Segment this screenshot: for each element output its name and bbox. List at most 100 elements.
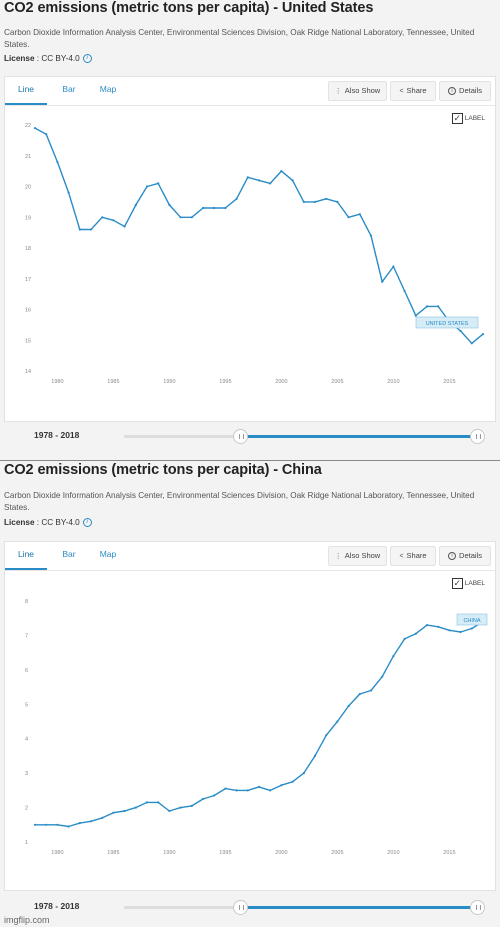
data-point	[459, 630, 462, 634]
chart-panel-united-states: CO2 emissions (metric tons per capita) -…	[0, 0, 500, 460]
range-handle-end[interactable]	[470, 429, 485, 444]
data-point	[101, 216, 104, 219]
y-tick-label: 14	[25, 369, 31, 375]
label-toggle[interactable]: ✓ LABEL	[451, 113, 485, 124]
license-value: : CC BY-4.0	[34, 518, 80, 527]
data-point	[89, 228, 93, 231]
info-icon[interactable]: i	[82, 54, 92, 64]
range-slider-fill	[239, 906, 476, 909]
data-point	[291, 780, 294, 783]
data-point	[112, 811, 115, 814]
data-point	[425, 624, 429, 627]
also-show-label: Also Show	[344, 86, 381, 95]
data-point	[235, 197, 238, 200]
data-point	[235, 789, 238, 792]
data-point	[67, 825, 70, 828]
y-tick-label: 15	[25, 338, 31, 344]
data-point	[269, 182, 272, 185]
source-text: Carbon Dioxide Information Analysis Cent…	[4, 491, 475, 512]
data-point	[403, 637, 406, 640]
details-label: Details	[459, 551, 482, 560]
checkbox-checked-icon[interactable]: ✓	[451, 578, 463, 589]
range-slider-fill	[239, 435, 476, 438]
y-tick-label: 7	[25, 633, 28, 639]
data-point	[112, 219, 115, 222]
also-show-button[interactable]: ⋮ Also Show	[328, 546, 387, 566]
range-slider[interactable]	[124, 429, 485, 444]
chart-title: CO2 emissions (metric tons per capita) -…	[4, 462, 322, 478]
data-point	[157, 182, 160, 185]
data-point	[336, 200, 339, 203]
data-point	[470, 627, 473, 630]
share-button[interactable]: < Share	[390, 81, 436, 101]
series-label-box	[456, 613, 488, 626]
data-point	[89, 820, 93, 823]
data-point	[78, 228, 81, 231]
data-point	[347, 704, 350, 708]
checkbox-checked-icon[interactable]: ✓	[451, 113, 463, 124]
label-toggle[interactable]: ✓ LABEL	[451, 578, 485, 589]
details-button[interactable]: i Details	[439, 81, 491, 101]
info-icon[interactable]: i	[82, 518, 92, 528]
license-label: License	[4, 518, 35, 527]
data-point	[145, 801, 149, 804]
x-tick-label: 1985	[107, 379, 119, 385]
data-point	[257, 179, 261, 182]
data-point	[381, 280, 384, 283]
data-point	[448, 629, 451, 632]
data-point	[369, 234, 373, 237]
tab-bar-chart[interactable]: Bar	[62, 549, 76, 559]
tab-bar: Line Bar Map ⋮ Also Show < Share i Details	[5, 542, 495, 571]
y-tick-label: 4	[25, 737, 28, 743]
details-button[interactable]: i Details	[439, 546, 491, 566]
data-point	[190, 216, 193, 219]
share-icon: <	[399, 553, 404, 560]
range-label: 1978 - 2018	[34, 901, 80, 911]
series-label-text: UNITED STATES	[426, 321, 469, 327]
tab-line[interactable]: Line	[5, 77, 47, 105]
data-point	[392, 655, 395, 658]
series-line	[34, 127, 484, 344]
y-tick-label: 19	[25, 215, 31, 221]
data-point	[213, 206, 216, 210]
x-tick-label: 1980	[51, 379, 63, 385]
range-slider[interactable]	[124, 900, 485, 915]
share-label: Share	[406, 551, 427, 560]
line-chart-china: 1 2 3 4 5 6 7 8 1980 1985 1990 1995 2000 2005 2010 2015…	[25, 599, 488, 856]
data-point	[313, 754, 317, 757]
data-point	[347, 216, 350, 219]
data-point	[325, 197, 328, 200]
data-point	[414, 632, 417, 635]
label-toggle-text: LABEL	[464, 580, 485, 588]
data-point	[425, 305, 429, 308]
x-tick-label: 2000	[275, 379, 287, 385]
data-point	[313, 200, 317, 203]
range-handle-end[interactable]	[470, 900, 485, 915]
x-tick-label: 2005	[331, 850, 343, 856]
range-handle-start[interactable]	[233, 900, 248, 915]
tab-bar-chart[interactable]: Bar	[62, 84, 76, 94]
data-point	[56, 823, 59, 826]
y-tick-label: 21	[25, 154, 31, 160]
data-point	[403, 289, 406, 293]
series-label-text: CHINA	[463, 618, 480, 624]
data-point	[45, 133, 48, 136]
data-point	[56, 160, 59, 163]
data-point	[291, 179, 294, 182]
y-tick-label: 18	[25, 246, 31, 252]
details-icon: i	[448, 87, 457, 96]
tab-line[interactable]: Line	[5, 542, 47, 570]
also-show-button[interactable]: ⋮ Also Show	[328, 81, 387, 101]
data-point	[269, 789, 272, 792]
tab-map[interactable]: Map	[99, 549, 117, 559]
share-button[interactable]: < Share	[390, 546, 436, 566]
range-handle-start[interactable]	[233, 429, 248, 444]
tab-map[interactable]: Map	[99, 84, 117, 94]
data-point	[157, 801, 160, 804]
y-tick-label: 17	[25, 277, 31, 283]
y-tick-label: 20	[25, 185, 31, 191]
details-icon: i	[448, 552, 457, 561]
data-point	[123, 225, 126, 228]
share-label: Share	[406, 86, 427, 95]
series-label-box	[415, 316, 479, 329]
